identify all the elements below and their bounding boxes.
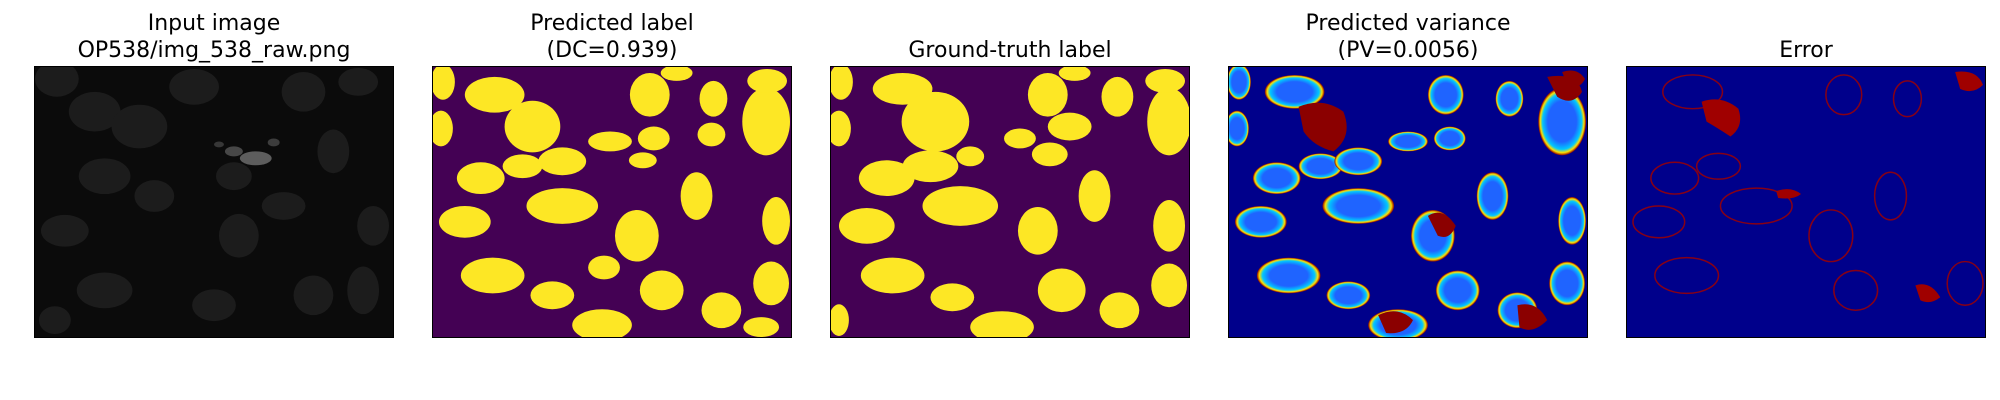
error-title: Error bbox=[1626, 8, 1986, 64]
predicted-variance-title-line1: Predicted variance bbox=[1305, 11, 1511, 36]
predicted-label-panel: Predicted label (DC=0.939) bbox=[432, 0, 792, 340]
predicted-label-title-line2: (DC=0.939) bbox=[546, 38, 678, 63]
predicted-label-title-line1: Predicted label bbox=[530, 11, 694, 36]
ground-truth-frame bbox=[830, 66, 1190, 338]
ground-truth-title-line1: Ground-truth label bbox=[908, 38, 1112, 63]
predicted-label-title: Predicted label (DC=0.939) bbox=[432, 8, 792, 64]
ground-truth-panel: Ground-truth label bbox=[830, 0, 1190, 340]
input-image-title-line2: OP538/img_538_raw.png bbox=[77, 38, 351, 63]
predicted-variance-frame bbox=[1228, 66, 1588, 338]
error-title-line1: Error bbox=[1779, 38, 1833, 63]
input-image-title: Input image OP538/img_538_raw.png bbox=[34, 8, 394, 64]
input-image-frame bbox=[34, 66, 394, 338]
predicted-label-mask bbox=[433, 67, 791, 337]
predicted-variance-title: Predicted variance (PV=0.0056) bbox=[1228, 8, 1588, 64]
ground-truth-mask bbox=[831, 67, 1189, 337]
predicted-variance-title-line2: (PV=0.0056) bbox=[1337, 38, 1479, 63]
predicted-variance-map bbox=[1229, 67, 1587, 337]
input-image-title-line1: Input image bbox=[147, 11, 281, 36]
error-frame bbox=[1626, 66, 1986, 338]
ground-truth-title: Ground-truth label bbox=[830, 8, 1190, 64]
error-panel: Error bbox=[1626, 0, 1986, 340]
input-image-panel: Input image OP538/img_538_raw.png bbox=[34, 0, 394, 340]
predicted-label-frame bbox=[432, 66, 792, 338]
input-image bbox=[35, 67, 393, 337]
predicted-variance-panel: Predicted variance (PV=0.0056) bbox=[1228, 0, 1588, 340]
error-map bbox=[1627, 67, 1985, 337]
